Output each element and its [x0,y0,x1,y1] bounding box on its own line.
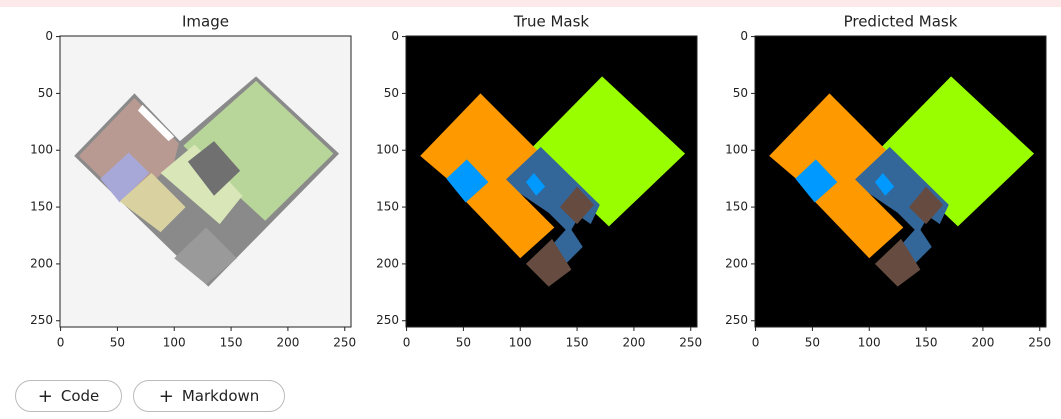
panel-title: True Mask [513,13,590,31]
x-tick-label: 0 [403,336,411,350]
y-tick-label: 150 [30,200,53,214]
class-region [446,159,489,203]
y-tick-label: 150 [725,200,748,214]
panel-image [406,36,697,327]
class-region [529,76,686,227]
plus-icon: + [158,385,174,407]
stderr-strip [0,0,1061,7]
x-tick-label: 200 [622,336,645,350]
panel-image [60,36,351,327]
axes-frame [405,35,698,328]
class-region [795,159,838,203]
y-tick-label: 150 [376,200,399,214]
x-tick-label: 100 [858,336,881,350]
panel-title: Image [182,13,229,31]
x-tick-label: 200 [971,336,994,350]
room [160,144,243,225]
class-region [503,146,600,270]
add-markdown-button[interactable]: + Markdown [133,380,285,412]
y-tick-label: 100 [376,143,399,157]
y-tick-label: 50 [384,86,399,100]
axes-frame [754,35,1047,328]
plus-icon: + [37,385,53,407]
room [100,152,150,203]
y-tick-label: 50 [733,86,748,100]
x-tick-label: 100 [163,336,186,350]
x-tick-label: 250 [679,336,702,350]
class-region [874,238,921,287]
panel-title: Predicted Mask [844,13,958,31]
x-tick-label: 150 [220,336,243,350]
class-region [560,186,595,225]
x-tick-label: 150 [915,336,938,350]
furniture [137,104,175,142]
y-tick-label: 200 [30,256,53,270]
class-region [878,76,1035,227]
y-tick-label: 0 [45,29,53,43]
furniture [187,141,241,196]
y-tick-label: 200 [376,256,399,270]
class-region [814,170,904,259]
x-tick-label: 250 [333,336,356,350]
room [119,172,186,233]
y-tick-label: 250 [725,313,748,327]
y-tick-label: 100 [30,143,53,157]
y-tick-label: 100 [725,143,748,157]
x-tick-label: 200 [276,336,299,350]
x-tick-label: 50 [805,336,820,350]
class-region [525,172,546,196]
room [183,80,334,221]
x-tick-label: 50 [110,336,125,350]
y-tick-label: 0 [391,29,399,43]
output-figure: Image 0 50 100 150 200 250 0 50 100 150 200 250 True … [0,0,1061,350]
button-label: Code [60,387,100,405]
room [174,227,237,285]
add-code-button[interactable]: + Code [15,380,122,412]
class-region [874,172,895,196]
x-tick-label: 0 [57,336,65,350]
x-tick-label: 50 [456,336,471,350]
button-label: Markdown [181,387,260,405]
class-region [465,170,555,259]
panel-image [755,36,1046,327]
class-region [525,238,572,287]
y-tick-label: 50 [38,86,53,100]
y-tick-label: 0 [740,29,748,43]
y-tick-label: 250 [376,313,399,327]
x-tick-label: 250 [1028,336,1051,350]
y-tick-label: 250 [30,313,53,327]
y-tick-label: 200 [725,256,748,270]
x-tick-label: 0 [752,336,760,350]
axes-frame [59,35,352,328]
class-region [909,186,944,225]
x-tick-label: 100 [509,336,532,350]
class-region [852,146,949,270]
x-tick-label: 150 [566,336,589,350]
